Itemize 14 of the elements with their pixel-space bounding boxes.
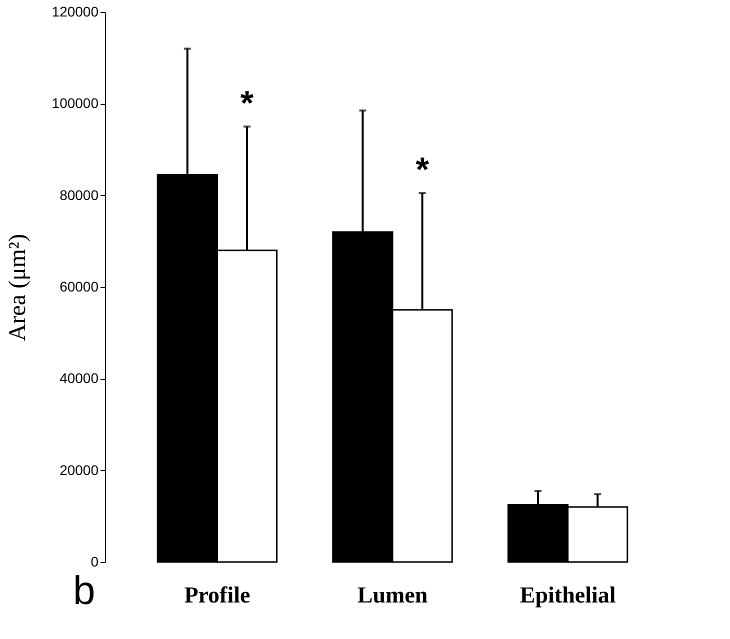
y-tick-label: 80000 xyxy=(60,186,99,203)
y-tick-label: 40000 xyxy=(60,370,99,386)
annotation: * xyxy=(416,151,430,190)
x-tick-label: Lumen xyxy=(357,582,428,608)
y-axis-title: Area (μm²) xyxy=(4,234,31,342)
y-tick-label: 60000 xyxy=(60,278,99,294)
x-tick-label: Profile xyxy=(184,582,250,608)
y-tick-label: 100000 xyxy=(52,95,99,112)
text: b xyxy=(73,569,96,613)
annotation: * xyxy=(240,84,254,123)
y-tick-label: 120000 xyxy=(52,4,99,20)
x-tick-label: Epithelial xyxy=(520,582,616,608)
y-tick-label: 0 xyxy=(90,554,99,570)
y-tick-label: 20000 xyxy=(60,462,99,478)
